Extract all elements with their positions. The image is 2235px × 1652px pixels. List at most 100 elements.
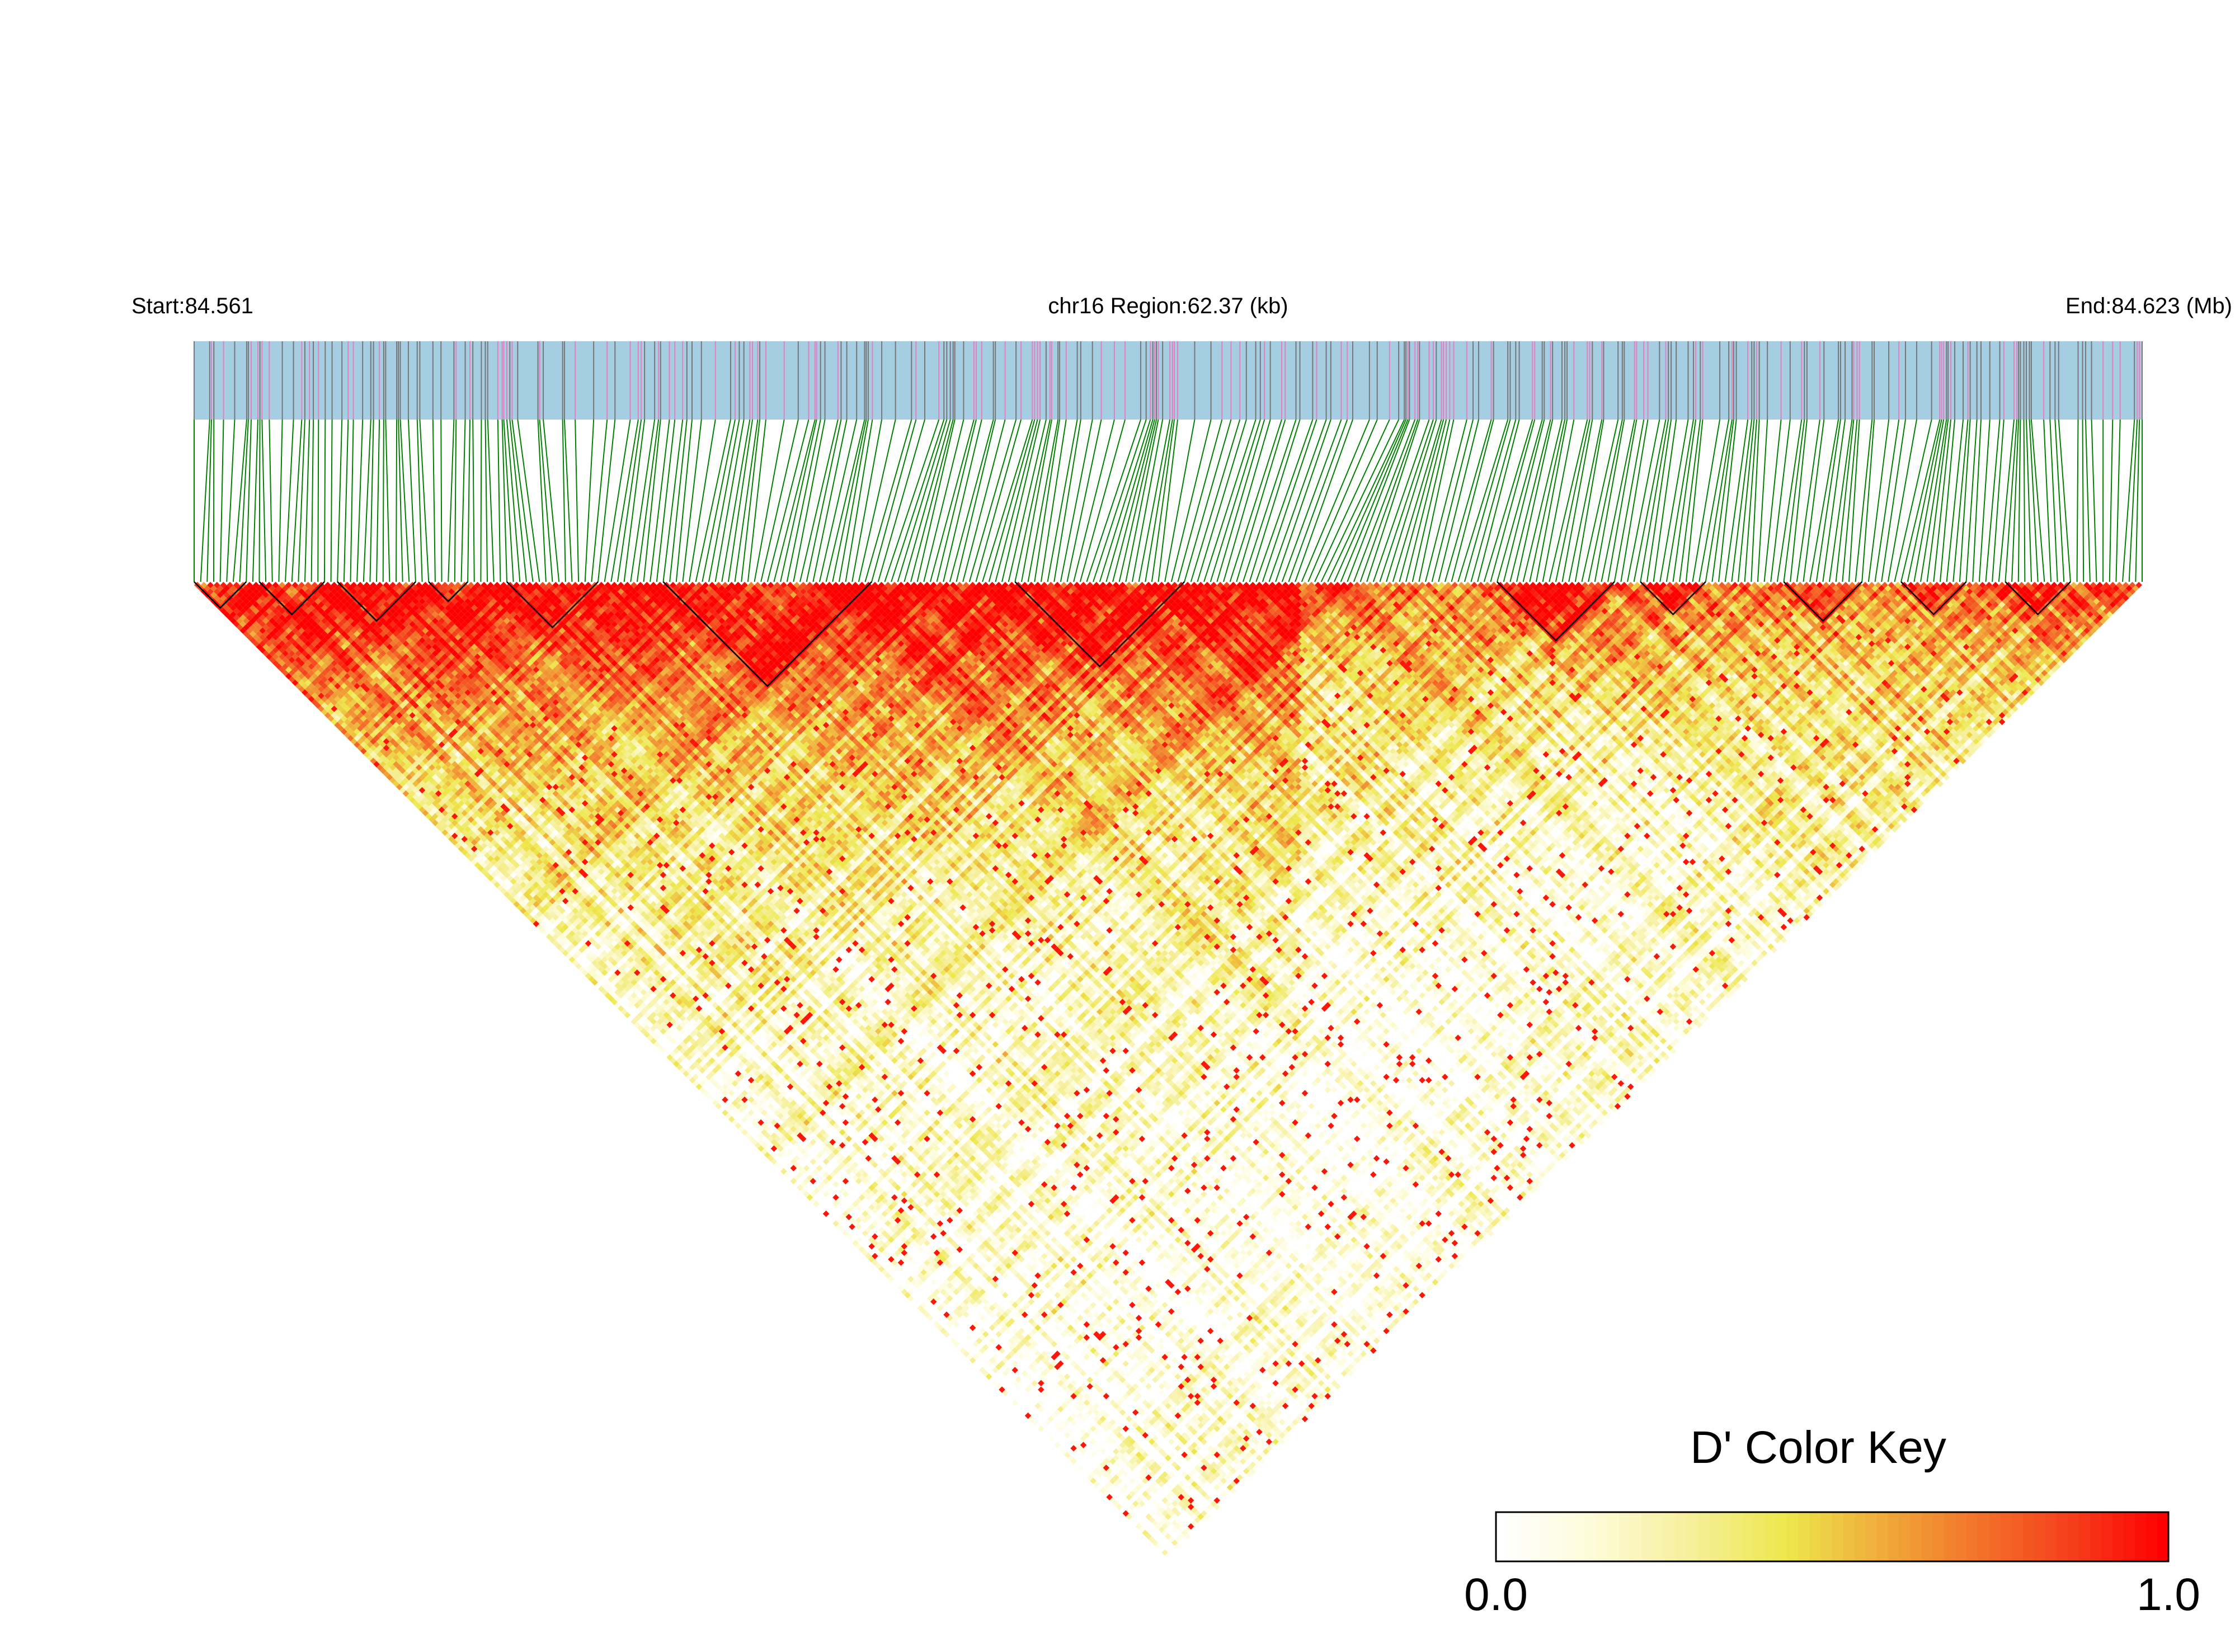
marker-connector <box>1165 420 1194 582</box>
marker-connector <box>269 420 272 582</box>
marker-connector <box>1425 420 1467 582</box>
marker-connector <box>1927 420 1948 582</box>
marker-connector <box>618 420 641 582</box>
marker-connector <box>364 420 371 582</box>
marker-connector <box>884 420 939 582</box>
marker-connector <box>689 420 716 582</box>
marker-connector <box>1126 420 1158 582</box>
marker-connector <box>1243 420 1296 582</box>
marker-connector-lines <box>194 420 2142 582</box>
marker-connector <box>2083 420 2084 582</box>
marker-connector <box>383 420 384 582</box>
start-label: Start:84.561 <box>131 294 253 318</box>
marker-connector <box>408 420 416 582</box>
marker-connector <box>1230 420 1282 582</box>
marker-connector <box>1504 420 1545 582</box>
marker-connector <box>1263 420 1317 582</box>
marker-connector <box>1758 420 1767 582</box>
marker-connector <box>575 420 578 582</box>
marker-connector <box>498 420 500 582</box>
marker-connector <box>1224 420 1271 582</box>
marker-position-track <box>194 341 2142 420</box>
marker-connector <box>350 420 353 582</box>
marker-connector <box>605 420 630 582</box>
marker-connector <box>728 420 752 582</box>
marker-connector <box>1719 420 1737 582</box>
marker-connector <box>1654 420 1677 582</box>
marker-connector <box>1204 420 1256 582</box>
marker-connector <box>1510 420 1550 582</box>
marker-connector <box>1914 420 1944 582</box>
marker-connector <box>259 420 260 582</box>
marker-connector <box>285 420 294 582</box>
marker-connector <box>1152 420 1174 582</box>
marker-connector <box>1960 420 1970 582</box>
marker-connector <box>312 420 313 582</box>
marker-connector <box>735 420 758 582</box>
marker-connector <box>337 420 342 582</box>
marker-connector <box>1817 420 1841 582</box>
marker-connector <box>585 420 594 582</box>
marker-connector <box>253 420 258 582</box>
marker-connector <box>1080 420 1125 582</box>
marker-connector <box>1484 420 1532 582</box>
marker-connector <box>722 420 750 582</box>
marker-connector <box>637 420 658 582</box>
marker-connector <box>1999 420 2014 582</box>
marker-connector <box>591 420 607 582</box>
marker-connector <box>1797 420 1820 582</box>
marker-connector <box>1139 420 1170 582</box>
marker-connector <box>468 420 470 582</box>
track-background <box>194 341 2142 420</box>
end-label: End:84.623 (Mb) <box>2065 294 2232 318</box>
marker-connector <box>485 420 487 582</box>
marker-connector <box>433 420 435 582</box>
marker-connector <box>872 420 916 582</box>
marker-connector <box>488 420 494 582</box>
marker-connector <box>683 420 701 582</box>
marker-connector <box>1647 420 1671 582</box>
marker-connector <box>1569 420 1602 582</box>
marker-connector <box>1765 420 1781 582</box>
marker-connector <box>517 420 539 582</box>
marker-connector <box>305 420 309 582</box>
marker-connector <box>2092 420 2097 582</box>
marker-connector <box>1556 420 1590 582</box>
marker-connector <box>1211 420 1260 582</box>
marker-connector <box>2018 420 2021 582</box>
marker-connector <box>2059 420 2071 582</box>
marker-connector <box>1731 420 1752 582</box>
marker-connector <box>227 420 234 582</box>
marker-connector <box>1973 420 1981 582</box>
marker-connector <box>716 420 744 582</box>
marker-connector <box>787 420 821 582</box>
marker-connector <box>1966 420 1977 582</box>
marker-connector <box>385 420 389 582</box>
marker-connector <box>1588 420 1622 582</box>
marker-connector <box>995 420 1037 582</box>
marker-connector <box>396 420 397 582</box>
marker-connector <box>461 420 465 582</box>
marker-connector <box>331 420 332 582</box>
marker-connector <box>1471 420 1516 582</box>
marker-connector <box>1373 420 1429 582</box>
marker-connector <box>357 420 363 582</box>
marker-connector <box>1074 420 1114 582</box>
marker-connector <box>1790 420 1807 582</box>
marker-connector <box>930 420 974 582</box>
marker-connector <box>2086 420 2090 582</box>
ld-heatmap-cells <box>194 582 2142 1559</box>
marker-connector <box>1113 420 1155 582</box>
marker-connector <box>1536 420 1567 582</box>
marker-connector <box>502 420 507 582</box>
marker-connector <box>2077 420 2078 582</box>
marker-connector <box>1563 420 1593 582</box>
marker-connector <box>2110 420 2112 582</box>
marker-connector <box>1132 420 1163 582</box>
marker-connector <box>1829 420 1852 582</box>
marker-connector <box>768 420 809 582</box>
marker-connector <box>2044 420 2051 582</box>
marker-connector <box>1523 420 1562 582</box>
marker-connector <box>233 420 247 582</box>
